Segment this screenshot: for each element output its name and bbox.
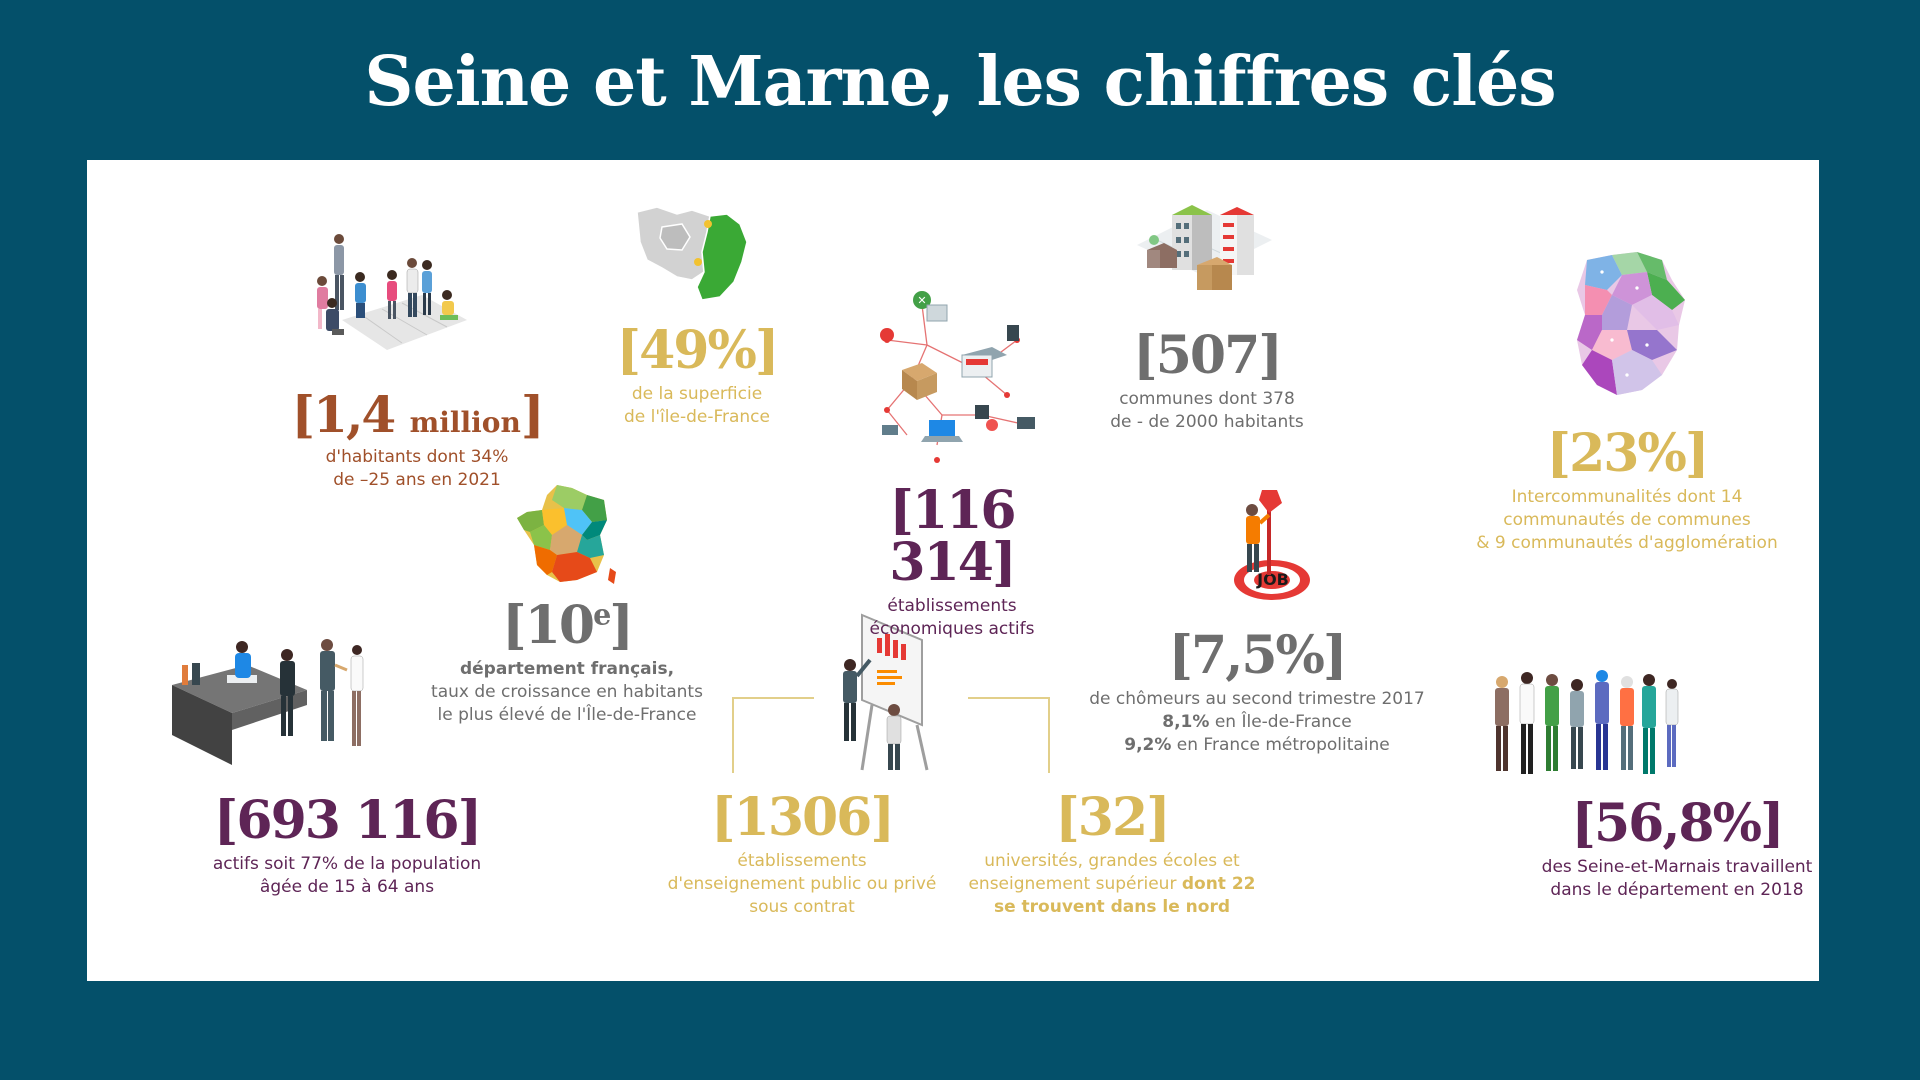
stat-intercommunalites: [23%] Intercommunalités dont 14 communaut… (1467, 428, 1787, 555)
seine-et-marne-map-icon (1577, 252, 1685, 395)
stat-communes-value: [507] (1133, 325, 1283, 386)
stat-etablissements: [116 314] établissements économiques acti… (832, 485, 1072, 641)
stat-population: [1,4 million] d'habitants dont 34% de –25… (267, 390, 567, 492)
stat-travail: [56,8%] des Seine-et-Marnais travaillent… (1507, 798, 1847, 902)
connector-left (732, 697, 814, 773)
stat-rang-desc: département français, taux de croissance … (431, 659, 703, 725)
office-workers-icon (172, 639, 364, 765)
stat-chomage-desc: de chômeurs au second trimestre 2017 8,1… (1089, 689, 1425, 755)
stat-communes-desc: communes dont 378 de - de 2000 habitants (1110, 389, 1304, 432)
stat-actifs-desc: actifs soit 77% de la population âgée de … (212, 854, 482, 897)
stat-travail-value: [56,8%] (1571, 793, 1784, 854)
infographic-panel: ✕ (87, 160, 1819, 981)
stat-actifs: [693 116] actifs soit 77% de la populati… (197, 795, 497, 899)
page-title: Seine et Marne, les chiffres clés (364, 42, 1556, 122)
stat-enseignement-value: [1306] (711, 787, 895, 848)
presentation-board-icon (843, 613, 929, 771)
stat-intercommunalites-desc: Intercommunalités dont 14 communautés de … (1476, 487, 1778, 553)
stat-etablissements-desc: établissements économiques actifs (869, 596, 1035, 639)
economic-network-icon: ✕ (880, 291, 1035, 463)
stat-chomage: [7,5%] de chômeurs au second trimestre 2… (1087, 630, 1427, 757)
stat-intercommunalites-value: [23%] (1546, 423, 1710, 484)
stat-actifs-value: [693 116] (213, 790, 482, 851)
svg-text:JOB: JOB (1256, 570, 1289, 589)
stat-universites: [32] universités, grandes écoles et ense… (957, 792, 1267, 919)
stat-universites-desc: universités, grandes écoles et enseignem… (968, 851, 1256, 917)
family-people-icon (317, 234, 467, 350)
stat-surface: [49%] de la superficie de l'île-de-France (587, 325, 807, 429)
connector-right (968, 697, 1050, 773)
stat-rang-value: [10e] (502, 595, 634, 656)
job-target-icon: JOB (1234, 490, 1310, 600)
stat-etablissements-value: [116 314] (889, 480, 1016, 593)
ile-de-france-map-icon (636, 206, 748, 301)
stat-enseignement: [1306] établissements d'enseignement publ… (657, 792, 947, 919)
stat-surface-value: [49%] (616, 320, 780, 381)
stat-surface-desc: de la superficie de l'île-de-France (623, 384, 770, 427)
svg-text:✕: ✕ (917, 294, 926, 307)
stat-rang: [10e] département français, taux de crois… (417, 600, 717, 727)
stat-population-desc: d'habitants dont 34% de –25 ans en 2021 (325, 447, 509, 490)
stat-communes: [507] communes dont 378 de - de 2000 habi… (1087, 330, 1327, 434)
workers-group-icon (1495, 670, 1679, 774)
stat-population-value: [1,4 million] (291, 385, 545, 444)
stat-enseignement-desc: établissements d'enseignement public ou p… (667, 851, 937, 917)
buildings-icon (1137, 205, 1272, 290)
stat-chomage-value: [7,5%] (1168, 625, 1347, 686)
france-map-icon (517, 485, 616, 584)
stat-universites-value: [32] (1055, 787, 1171, 848)
stat-travail-desc: des Seine-et-Marnais travaillent dans le … (1541, 857, 1813, 900)
